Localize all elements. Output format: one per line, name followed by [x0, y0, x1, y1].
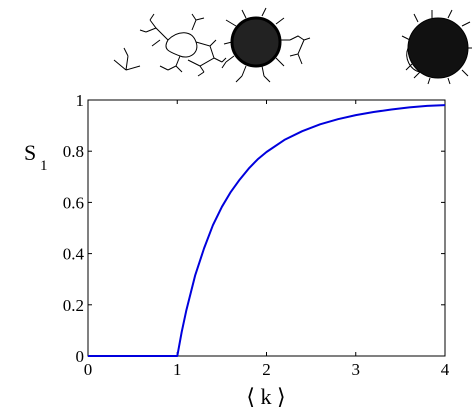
y-tick-label: 0 [76, 347, 85, 366]
y-axis-label-subscript: 1 [40, 158, 48, 174]
x-tick-label: 2 [262, 360, 271, 379]
x-axis-label: ⟨ k ⟩ [246, 384, 285, 409]
plot-area [87, 99, 446, 357]
y-axis-label: S [24, 140, 36, 165]
y-tick-label: 0.2 [63, 296, 84, 315]
y-tick-label: 0.6 [63, 193, 84, 212]
branching-cluster-network-icon [139, 13, 227, 77]
x-tick-label: 0 [84, 360, 93, 379]
y-tick-label: 0.8 [63, 142, 84, 161]
x-tick-label: 4 [441, 360, 450, 379]
dense-cluster-network-icon [221, 7, 311, 83]
small-tree-network-icon [113, 47, 141, 71]
y-tick-label: 0.4 [63, 245, 85, 264]
y-tick-label: 1 [76, 91, 85, 110]
x-tick-label: 3 [352, 360, 361, 379]
series-line-0 [88, 104, 446, 357]
giant-component-network-icon [401, 9, 472, 85]
x-tick-label: 1 [173, 360, 182, 379]
